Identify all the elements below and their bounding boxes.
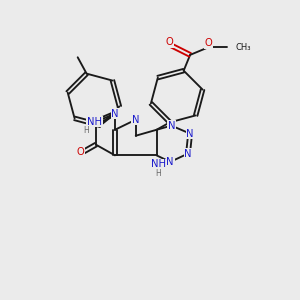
Text: N: N — [132, 115, 140, 125]
Text: NH: NH — [151, 159, 166, 169]
Text: CH₃: CH₃ — [236, 43, 251, 52]
Text: H: H — [155, 169, 161, 178]
Text: O: O — [165, 37, 173, 47]
Text: N: N — [186, 129, 194, 139]
Text: O: O — [205, 38, 212, 48]
Text: N: N — [111, 109, 119, 119]
Text: NH: NH — [87, 117, 102, 127]
Text: H: H — [83, 126, 89, 135]
Text: N: N — [167, 157, 174, 167]
Text: O: O — [77, 147, 85, 158]
Text: N: N — [168, 121, 175, 130]
Text: N: N — [184, 148, 192, 159]
